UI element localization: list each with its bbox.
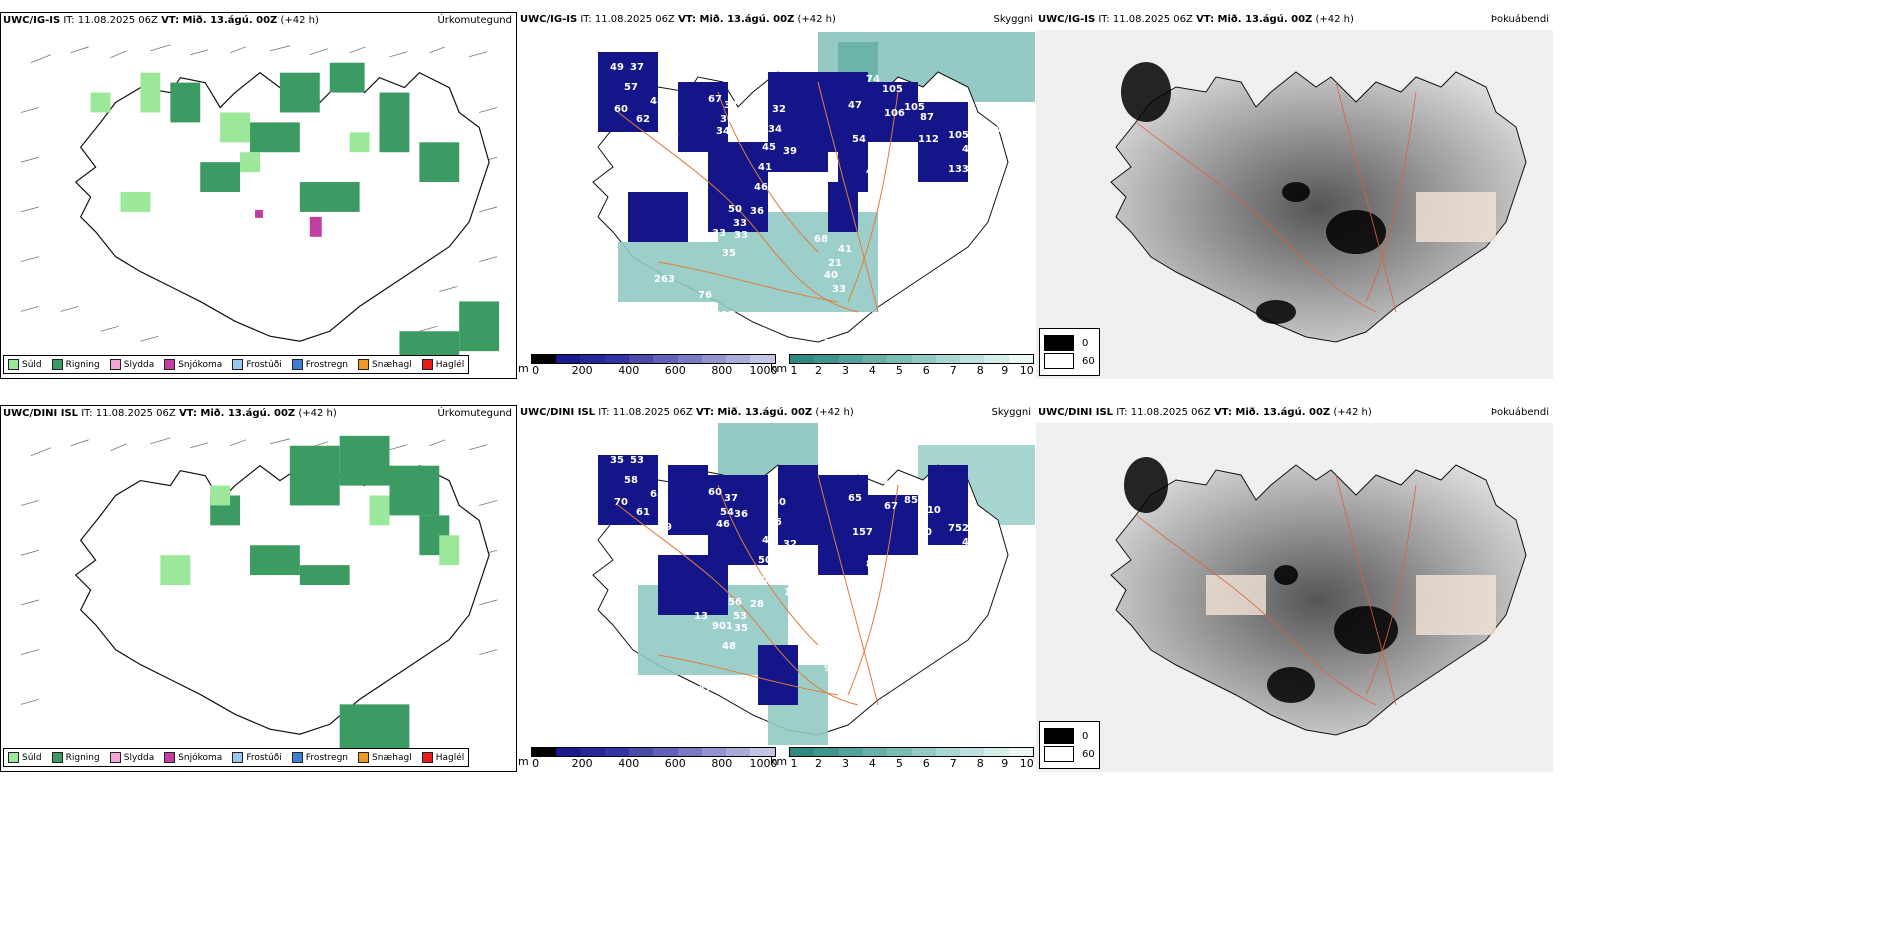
legend-item: Haglél (421, 752, 464, 763)
panel-header: UWC/IG-IS IT: 11.08.2025 06Z VT: Mið. 13… (1038, 14, 1354, 25)
tick-label: 800 (711, 364, 733, 377)
legend-item: Haglél (421, 359, 464, 370)
visibility-bar-swatches (789, 354, 1035, 364)
tick-label: 10 (1019, 757, 1034, 770)
legend-item: 60 (1044, 746, 1095, 762)
legend-item: 0 (1044, 728, 1095, 744)
tick-label: 600 (664, 364, 686, 377)
tick-label: 400 (618, 757, 640, 770)
precip-map (20, 44, 500, 372)
tick-label: 1 (790, 757, 798, 770)
ceiling-map (592, 423, 1035, 745)
fog-legend: 0 60 (1039, 328, 1100, 376)
tick-label: 7 (949, 364, 957, 377)
tick-label: 200 (571, 757, 593, 770)
tick-label: 400 (618, 364, 640, 377)
legend-item: Rigning (51, 359, 100, 370)
tick-label: 6 (922, 757, 930, 770)
legend-item: Frostúði (232, 359, 282, 370)
fog-panel-ig: UWC/IG-IS IT: 11.08.2025 06Z VT: Mið. 13… (1036, 12, 1553, 379)
panel-title: Þokuábendi (1490, 14, 1549, 25)
panel-header: UWC/IG-IS IT: 11.08.2025 06Z VT: Mið. 13… (520, 14, 836, 25)
precip-legend: Súld Rigning Slydda Snjókoma Frostúði Fr… (3, 748, 470, 767)
legend-item: Rigning (51, 752, 100, 763)
tick-label: 0 (532, 364, 540, 377)
legend-item: Snjókoma (164, 359, 222, 370)
ceiling-colorbar: m 0 200 400 600 800 1000 (518, 354, 778, 377)
panel-header: UWC/DINI ISL IT: 11.08.2025 06Z VT: Mið.… (1038, 407, 1372, 418)
panel-title: Úrkomutegund (437, 408, 512, 419)
tick-label: 5 (895, 364, 903, 377)
tick-label: 3 (841, 757, 849, 770)
tick-label: 1000 (749, 364, 778, 377)
tick-label: 1000 (749, 757, 778, 770)
precip-map (20, 435, 498, 765)
tick-label: 2 (814, 364, 822, 377)
legend-item: Snæhagl (358, 359, 412, 370)
tick-label: 9 (1001, 757, 1009, 770)
panel-title: Þokuábendi (1490, 407, 1549, 418)
ceiling-panel-ig: UWC/IG-IS IT: 11.08.2025 06Z VT: Mið. 13… (518, 12, 1035, 379)
legend-item: Snjókoma (164, 752, 222, 763)
tick-label: 800 (711, 757, 733, 770)
tick-label: 5 (895, 757, 903, 770)
legend-item: Frostúði (232, 752, 282, 763)
ceiling-bar-swatches (530, 747, 776, 757)
fog-map (1036, 423, 1553, 772)
tick-label: 600 (664, 757, 686, 770)
legend-item: 60 (1044, 353, 1095, 369)
tick-label: 4 (868, 757, 876, 770)
ceiling-bar-swatches (530, 354, 776, 364)
legend-item: Slydda (109, 752, 154, 763)
fog-map (1036, 30, 1553, 379)
tick-label: 4 (868, 364, 876, 377)
panel-title: Skyggni (991, 407, 1031, 418)
panel-title: Skyggni (993, 14, 1033, 25)
tick-label: 8 (976, 364, 984, 377)
ceiling-map (592, 32, 1035, 343)
fog-legend: 0 60 (1039, 721, 1100, 769)
tick-label: 6 (922, 364, 930, 377)
tick-label: 7 (949, 757, 957, 770)
legend-item: Súld (8, 752, 42, 763)
visibility-colorbar: km 1 2 3 4 5 6 7 8 9 10 (770, 747, 1035, 770)
precip-legend: Súld Rigning Slydda Snjókoma Frostúði Fr… (3, 355, 470, 374)
legend-item: Frostregn (291, 359, 348, 370)
legend-item: 0 (1044, 335, 1095, 351)
tick-label: 9 (1001, 364, 1009, 377)
panel-title: Úrkomutegund (437, 15, 512, 26)
visibility-colorbar: km 1 2 3 4 5 6 7 8 9 10 (770, 354, 1035, 377)
legend-item: Súld (8, 359, 42, 370)
legend-item: Frostregn (291, 752, 348, 763)
tick-label: 10 (1019, 364, 1034, 377)
legend-item: Snæhagl (358, 752, 412, 763)
tick-label: 0 (532, 757, 540, 770)
tick-label: 2 (814, 757, 822, 770)
tick-label: 200 (571, 364, 593, 377)
precip-panel-dini: UWC/DINI ISL IT: 11.08.2025 06Z VT: Mið.… (0, 405, 517, 772)
fog-panel-dini: UWC/DINI ISL IT: 11.08.2025 06Z VT: Mið.… (1036, 405, 1553, 772)
visibility-bar-swatches (789, 747, 1035, 757)
tick-label: 1 (790, 364, 798, 377)
ceiling-panel-dini: UWC/DINI ISL IT: 11.08.2025 06Z VT: Mið.… (518, 405, 1035, 772)
tick-label: 8 (976, 757, 984, 770)
panel-header: UWC/DINI ISL IT: 11.08.2025 06Z VT: Mið.… (520, 407, 854, 418)
panel-header: UWC/IG-IS IT: 11.08.2025 06Z VT: Mið. 13… (3, 15, 319, 26)
ceiling-colorbar: m 0 200 400 600 800 1000 (518, 747, 778, 770)
legend-item: Slydda (109, 359, 154, 370)
precip-panel-ig: UWC/IG-IS IT: 11.08.2025 06Z VT: Mið. 13… (0, 12, 517, 379)
panel-header: UWC/DINI ISL IT: 11.08.2025 06Z VT: Mið.… (3, 408, 337, 419)
tick-label: 3 (841, 364, 849, 377)
